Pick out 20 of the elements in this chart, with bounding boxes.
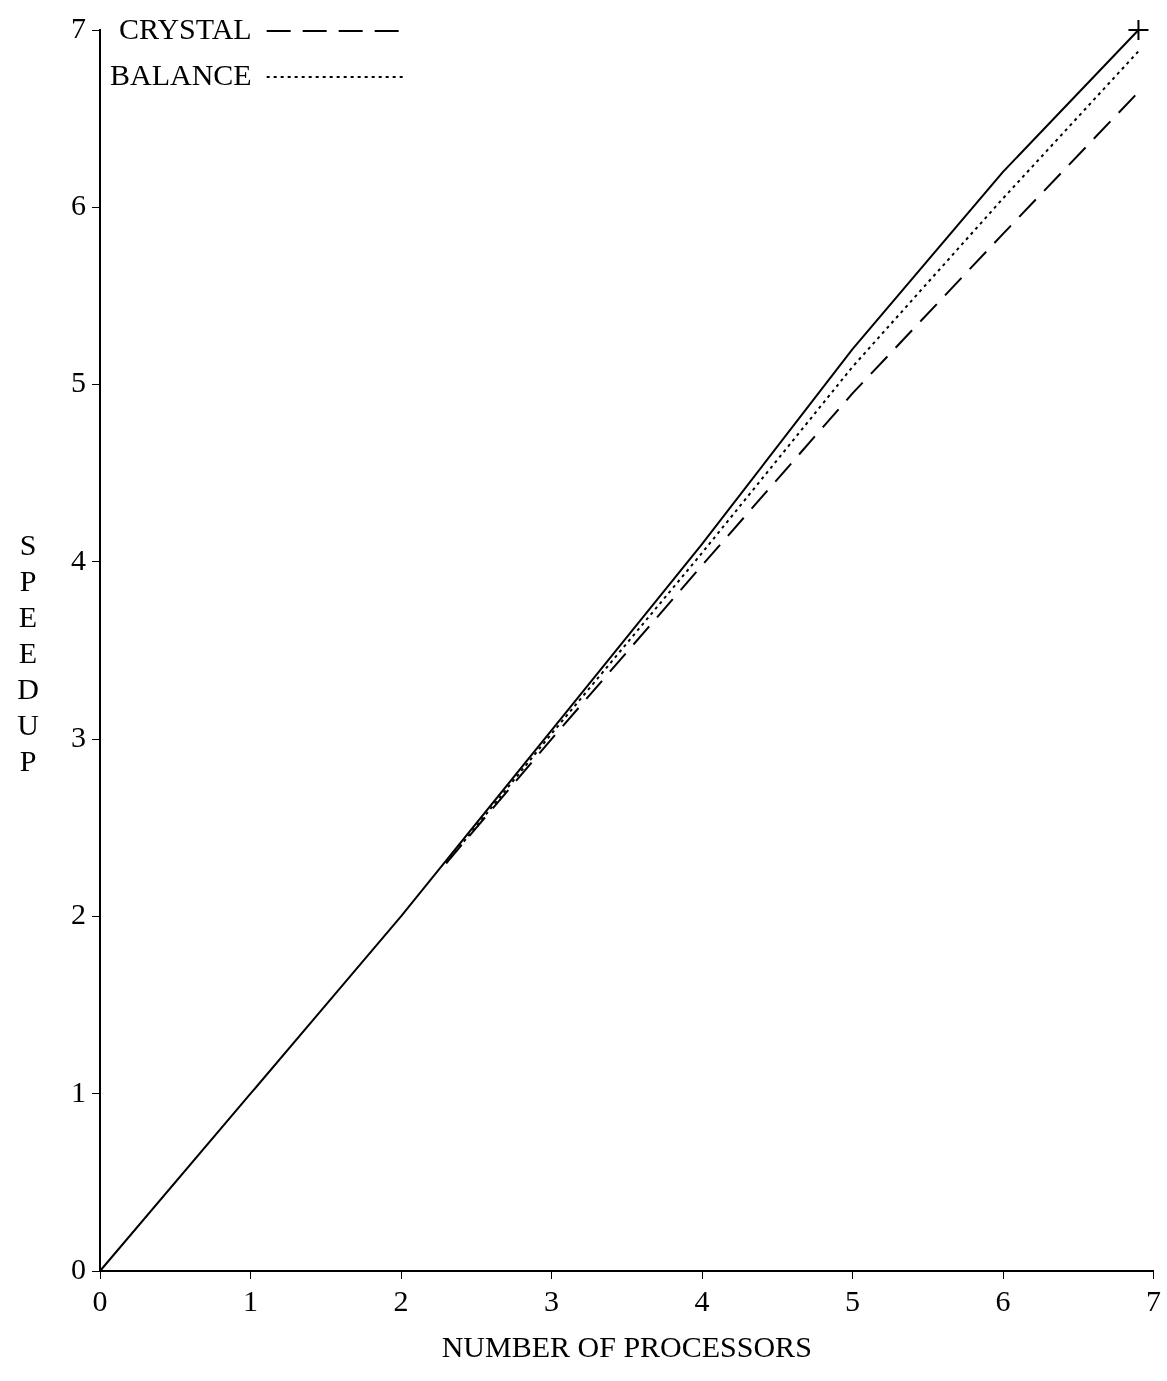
y-tick-label: 3 (71, 720, 86, 754)
x-tick-label: 3 (544, 1283, 559, 1317)
y-tick-label: 5 (71, 365, 86, 399)
legend-label: BALANCE (109, 57, 252, 91)
y-axis-title: SPEEDUP (17, 528, 40, 778)
y-tick-label: 1 (71, 1074, 86, 1108)
x-tick-label: 5 (845, 1283, 860, 1317)
x-tick-label: 2 (393, 1283, 409, 1317)
x-tick-label: 7 (1146, 1283, 1161, 1317)
x-tick-label: 6 (995, 1283, 1011, 1317)
y-tick-label: 2 (71, 897, 86, 931)
x-tick-label: 1 (243, 1283, 258, 1317)
x-tick-label: 0 (92, 1283, 108, 1317)
y-tick-label: 6 (71, 188, 86, 222)
legend-label: CRYSTAL (119, 11, 252, 45)
y-tick-label: 0 (71, 1251, 86, 1285)
x-tick-label: 4 (694, 1283, 710, 1317)
y-tick-label: 4 (71, 542, 86, 576)
y-tick-label: 7 (71, 10, 86, 44)
x-axis-title: NUMBER OF PROCESSORS (441, 1329, 812, 1363)
